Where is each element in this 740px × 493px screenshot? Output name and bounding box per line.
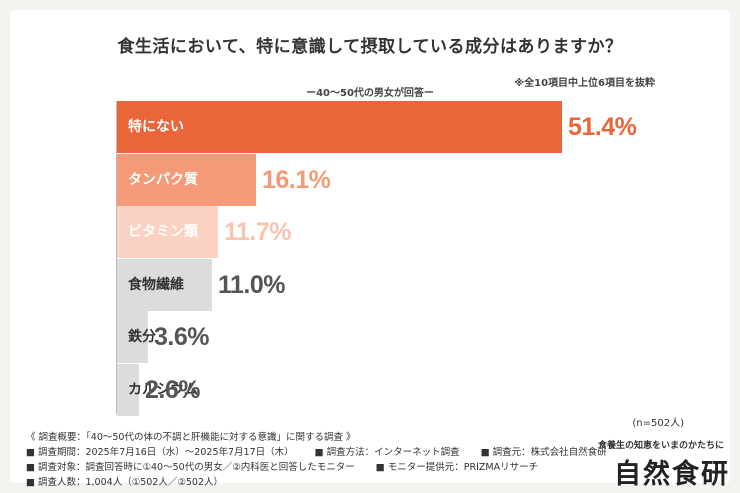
bar-value-3: 11.0%: [218, 271, 286, 299]
footer-source: ■ 調査元：株式会社自然食研: [480, 447, 607, 458]
footer-count: ■ 調査人数：1,004人（①502人／②502人）: [26, 477, 223, 488]
bar-3: [117, 259, 212, 311]
bar-2: [117, 206, 218, 258]
footer-period: ■ 調査期間：2025年7月16日（水）～2025年7月17日（木）: [26, 447, 294, 458]
bar-5: [117, 364, 139, 416]
footer-target: ■ 調査対象：調査回答時に①40～50代の男女／②内科医と回答したモニター: [26, 462, 355, 473]
bar-label-0: 特にない: [128, 119, 184, 135]
axis-line: [116, 101, 117, 414]
footer-method: ■ 調査方法：インターネット調査: [314, 447, 460, 458]
bar-value-4: 3.6%: [154, 323, 209, 351]
bar-value-0: 51.4%: [568, 113, 637, 141]
footer-overview: 《 調査概要：「40～50代の体の不調と肝機能に対する意識」に関する調査 》: [26, 432, 356, 443]
footer-provider: ■ モニター提供元：PRIZMAリサーチ: [375, 462, 539, 473]
bar-label-4: 鉄分: [128, 329, 156, 345]
selection-note: ※全10項目中上位6項目を抜粋: [514, 78, 655, 89]
brand-logo: 自然食研: [614, 459, 730, 490]
bar-4: [117, 311, 148, 363]
brand-tagline: 食養生の知恵をいまのかたちに: [598, 441, 725, 451]
footer-row-2: ■ 調査対象：調査回答時に①40～50代の男女／②内科医と回答したモニター ■ …: [26, 460, 625, 475]
bar-label-5: カルシウム: [128, 382, 198, 398]
footer-row-1: ■ 調査期間：2025年7月16日（水）～2025年7月17日（木） ■ 調査方…: [26, 445, 625, 460]
bar-0: [117, 101, 562, 153]
sample-size-note: (n=502人): [632, 418, 684, 429]
bar-label-3: 食物繊維: [128, 277, 184, 293]
bar-value-1: 16.1%: [262, 166, 331, 194]
bar-label-2: ビタミン類: [128, 224, 198, 240]
bar-label-1: タンパク質: [128, 172, 198, 188]
bar-1: [117, 154, 256, 206]
chart-title: 食生活において、特に意識して摂取している成分はありますか？: [117, 37, 623, 57]
survey-footer: 《 調査概要：「40～50代の体の不調と肝機能に対する意識」に関する調査 》 ■…: [26, 430, 625, 490]
bar-value-5: 2.6%: [145, 376, 200, 404]
bar-value-2: 11.7%: [224, 218, 292, 246]
respondent-subtitle: ー40～50代の男女が回答ー: [306, 88, 434, 99]
